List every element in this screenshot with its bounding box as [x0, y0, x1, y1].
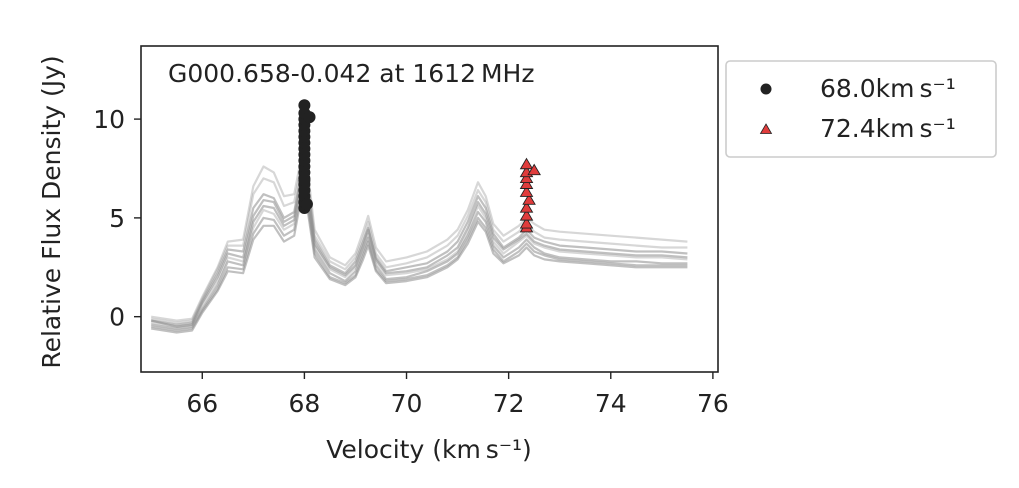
spectrum-line	[150, 173, 688, 328]
legend-box	[725, 60, 997, 158]
legend-label: 68.0km s⁻¹	[820, 74, 956, 103]
plot-area	[140, 45, 719, 373]
spectra-layer	[150, 153, 688, 334]
x-tick-label: 76	[697, 389, 729, 418]
x-tick-label: 68	[288, 389, 320, 418]
y-tick-label: 10	[93, 105, 125, 134]
data-point-circle	[300, 198, 313, 211]
data-point-triangle	[519, 216, 534, 229]
legend-label: 72.4km s⁻¹	[820, 114, 956, 143]
x-tick-label: 74	[595, 389, 627, 418]
spectrum-line	[151, 161, 688, 324]
axes-frame	[140, 45, 719, 373]
data-point-circle	[298, 99, 311, 112]
x-axis: 66 68 70 72 74 76	[186, 372, 729, 418]
data-point-triangle	[522, 193, 536, 205]
data-point-triangle	[519, 185, 534, 197]
spectrum-line	[151, 193, 688, 334]
spectrum-line	[151, 169, 688, 326]
x-tick-label: 70	[391, 389, 423, 418]
x-tick-label: 66	[186, 389, 218, 418]
data-point-triangle	[519, 171, 534, 184]
data-point-triangle	[519, 157, 534, 170]
data-point-circle	[298, 174, 311, 187]
data-point-triangle	[519, 177, 534, 189]
data-point-triangle	[519, 201, 534, 213]
spectrum-line	[151, 153, 688, 322]
data-point-circle	[303, 111, 316, 124]
y-axis-label: Relative Flux Density (Jy)	[37, 55, 66, 368]
y-axis: 0 5 10	[93, 105, 141, 332]
legend-marker-triangle	[759, 123, 773, 134]
y-tick-label: 5	[109, 204, 125, 233]
data-point-triangle	[519, 209, 534, 221]
x-tick-label: 72	[493, 389, 525, 418]
legend: 68.0km s⁻¹ 72.4km s⁻¹	[725, 60, 997, 158]
data-point-triangle	[527, 163, 541, 176]
y-tick-label: 0	[109, 303, 125, 332]
legend-marker-circle	[760, 83, 772, 95]
markers-layer	[298, 99, 541, 233]
x-axis-label: Velocity (km s⁻¹)	[326, 435, 532, 464]
plot-annotation: G000.658-0.042 at 1612 MHz	[168, 59, 534, 88]
